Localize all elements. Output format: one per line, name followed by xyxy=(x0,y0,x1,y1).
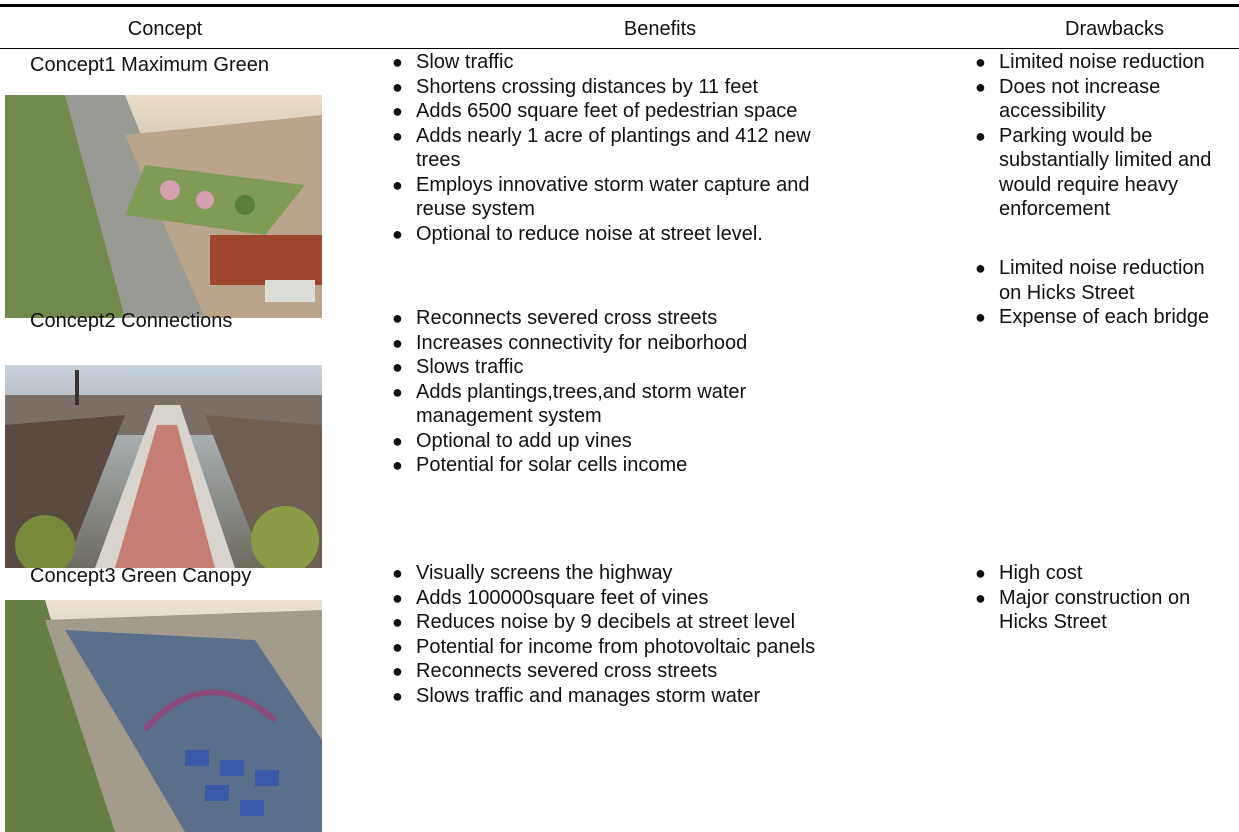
bullet-item: Adds 100000square feet of vines xyxy=(392,586,822,611)
page: Concept Benefits Drawbacks Concept1 Maxi… xyxy=(0,0,1239,832)
bullet-item: Slow traffic xyxy=(392,50,822,75)
bullet-item: Parking would be substantially limited a… xyxy=(975,124,1230,222)
table-row: Concept3 Green Canopy Visually screens t… xyxy=(0,561,1239,832)
drawbacks-cell: High costMajor construction on Hicks Str… xyxy=(970,561,1239,832)
drawbacks-list: High costMajor construction on Hicks Str… xyxy=(975,561,1230,635)
drawbacks-list: Limited noise reductionDoes not increase… xyxy=(975,50,1230,222)
benefits-list: Reconnects severed cross streetsIncrease… xyxy=(392,306,822,478)
concept-name: Concept3 Green Canopy xyxy=(0,561,330,832)
benefits-list: Slow trafficShortens crossing distances … xyxy=(392,50,822,246)
column-header: Benefits xyxy=(330,12,990,46)
bullet-item: Slows traffic xyxy=(392,355,822,380)
bullet-item: Employs innovative storm water capture a… xyxy=(392,173,822,222)
bullet-item: Potential for solar cells income xyxy=(392,453,822,478)
bullet-item: Adds 6500 square feet of pedestrian spac… xyxy=(392,99,822,124)
bullet-item: Slows traffic and manages storm water xyxy=(392,684,822,709)
bullet-item: Reconnects severed cross streets xyxy=(392,306,822,331)
concept-name: Concept1 Maximum Green xyxy=(0,50,330,312)
drawbacks-list: Limited noise reduction on Hicks StreetE… xyxy=(975,256,1230,330)
benefits-cell: Reconnects severed cross streetsIncrease… xyxy=(330,306,970,559)
bullet-item: Reconnects severed cross streets xyxy=(392,659,822,684)
column-header: Drawbacks xyxy=(990,12,1239,46)
top-rule xyxy=(0,4,1239,7)
bullet-item: Increases connectivity for neiborhood xyxy=(392,331,822,356)
bullet-item: Optional to reduce noise at street level… xyxy=(392,222,822,247)
bullet-item: Major construction on Hicks Street xyxy=(975,586,1230,635)
header-rule xyxy=(0,48,1239,49)
bullet-item: Limited noise reduction xyxy=(975,50,1230,75)
benefits-list: Visually screens the highwayAdds 100000s… xyxy=(392,561,822,708)
benefits-cell: Slow trafficShortens crossing distances … xyxy=(330,50,970,312)
bullet-item: Optional to add up vines xyxy=(392,429,822,454)
bullet-item: Does not increase accessibility xyxy=(975,75,1230,124)
bullet-item: Reduces noise by 9 decibels at street le… xyxy=(392,610,822,635)
column-header: Concept xyxy=(0,12,330,46)
table-row: Concept2 Connections Reconnects severed … xyxy=(0,306,1239,559)
bullet-item: Adds plantings,trees,and storm water man… xyxy=(392,380,822,429)
drawbacks-cell: Limited noise reduction on Hicks StreetE… xyxy=(970,256,1239,559)
bullet-item: Expense of each bridge xyxy=(975,305,1230,330)
bullet-item: High cost xyxy=(975,561,1230,586)
bullet-item: Visually screens the highway xyxy=(392,561,822,586)
bullet-item: Limited noise reduction on Hicks Street xyxy=(975,256,1230,305)
table-header: Concept Benefits Drawbacks xyxy=(0,12,1239,46)
bullet-item: Potential for income from photovoltaic p… xyxy=(392,635,822,660)
bullet-item: Adds nearly 1 acre of plantings and 412 … xyxy=(392,124,822,173)
bullet-item: Shortens crossing distances by 11 feet xyxy=(392,75,822,100)
concept-name: Concept2 Connections xyxy=(0,306,330,559)
benefits-cell: Visually screens the highwayAdds 100000s… xyxy=(330,561,970,832)
